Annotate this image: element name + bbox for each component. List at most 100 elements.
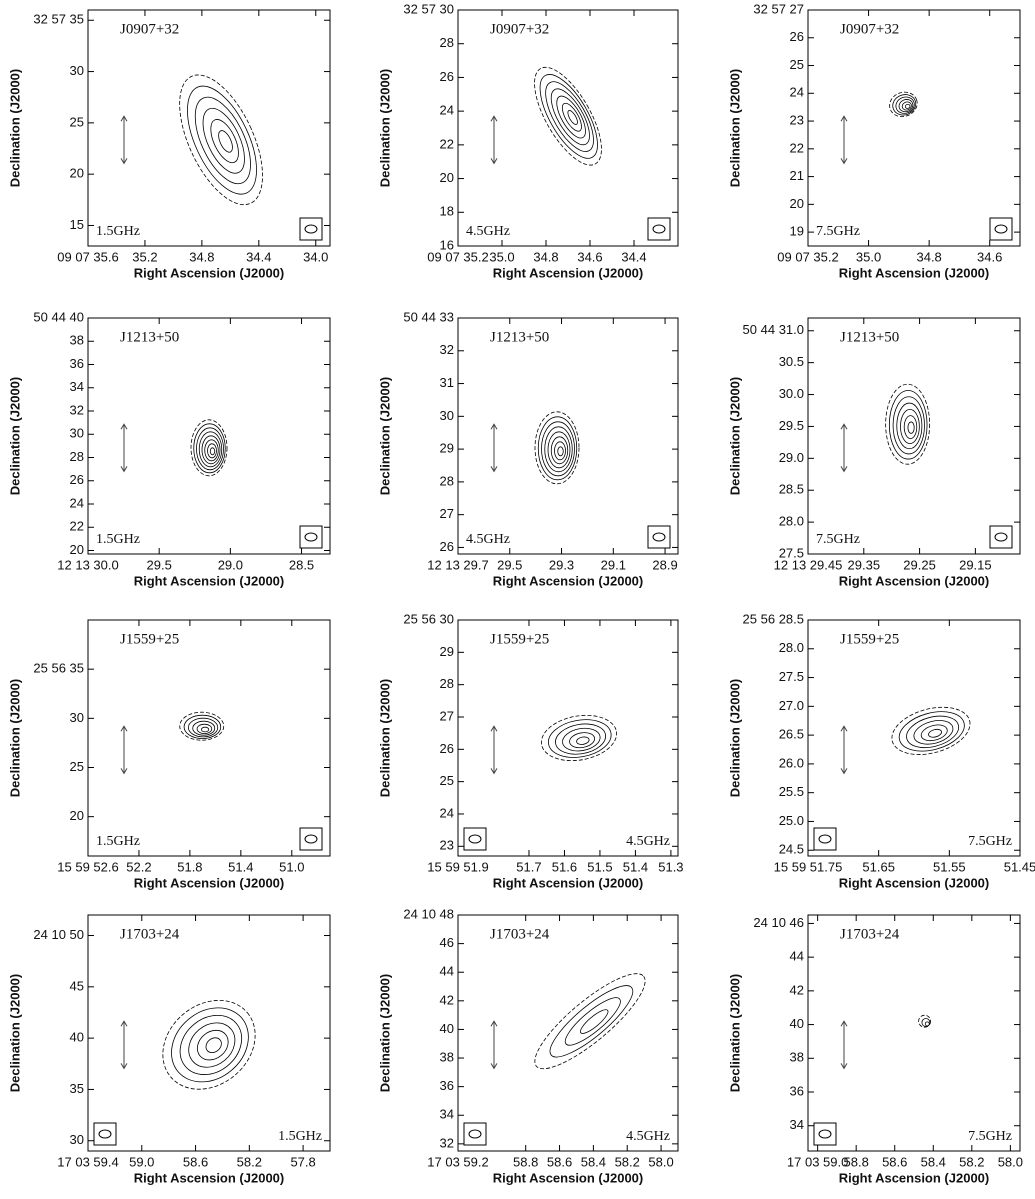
x-tick-label: 58.6 — [183, 1154, 208, 1169]
x-tick-label: 34.4 — [246, 249, 271, 264]
x-tick-label: 28.5 — [289, 557, 314, 572]
y-tick-label: 28.0 — [779, 640, 804, 655]
contour — [567, 110, 578, 125]
contour — [534, 411, 580, 485]
y-tick-label: 22 — [70, 519, 84, 534]
y-tick-label: 26 — [440, 741, 454, 756]
beam-box — [299, 217, 323, 241]
panel: 17 03 59.4 59.0 58.6 58.2 57.8 30 35 40 45 24 10 … — [7, 914, 331, 1185]
y-tick-label: 24 — [440, 805, 454, 820]
y-tick-label: 32 — [440, 1135, 454, 1150]
x-tick-label: 09 07 35.6 — [57, 249, 118, 264]
beam — [994, 532, 1008, 542]
beam — [304, 532, 318, 542]
y-tick-label: 20 — [70, 808, 84, 823]
y-tick-label: 27 — [440, 708, 454, 723]
contour — [901, 101, 912, 111]
contour — [190, 419, 228, 477]
plot-frame — [457, 914, 679, 1152]
x-tick-label: 52.2 — [126, 859, 151, 874]
beam-box — [463, 1122, 487, 1146]
beam — [304, 224, 318, 234]
x-tick-label: 34.4 — [621, 249, 646, 264]
y-tick-label: 38 — [440, 1049, 454, 1064]
frequency-label: 7.5GHz — [968, 834, 1012, 849]
source-name: J1703+24 — [120, 926, 180, 942]
x-axis-title: Right Ascension (J2000) — [493, 265, 644, 280]
x-tick-label: 58.6 — [882, 1154, 907, 1169]
y-tick-label: 21 — [790, 168, 804, 183]
y-tick-label: 24 — [70, 495, 84, 510]
arrow-head — [120, 725, 128, 775]
y-axis-title: Declination (J2000) — [727, 69, 742, 188]
y-tick-label: 18 — [440, 204, 454, 219]
contour — [562, 727, 601, 752]
y-axis-title: Declination (J2000) — [377, 974, 392, 1093]
x-tick-label: 34.8 — [189, 249, 214, 264]
y-tick-label: 35 — [70, 1081, 84, 1096]
y-tick-label: 28 — [440, 676, 454, 691]
x-tick-label: 28.9 — [652, 557, 677, 572]
y-tick-label: 24 10 50 — [33, 927, 84, 942]
y-tick-label: 27.5 — [779, 545, 804, 560]
y-tick-label: 32 — [70, 402, 84, 417]
y-tick-label: 20 — [790, 196, 804, 211]
contour — [179, 74, 263, 206]
x-tick-label: 58.6 — [547, 1154, 572, 1169]
y-axis-title: Declination (J2000) — [7, 974, 22, 1093]
contour — [196, 723, 213, 734]
x-tick-label: 57.8 — [290, 1154, 315, 1169]
x-axis-title: Right Ascension (J2000) — [839, 1170, 990, 1185]
beam — [468, 1129, 482, 1139]
plot-frame — [457, 317, 679, 555]
contour — [906, 715, 960, 749]
x-tick-label: 35.0 — [856, 249, 881, 264]
x-tick-label: 59.0 — [129, 1154, 154, 1169]
contour — [896, 402, 923, 450]
y-tick-label: 23 — [440, 838, 454, 853]
arrow-head — [490, 1020, 498, 1070]
arrow-head — [490, 725, 498, 775]
y-tick-label: 38 — [70, 333, 84, 348]
y-tick-label: 32 57 27 — [753, 1, 804, 16]
y-tick-label: 25.5 — [779, 784, 804, 799]
x-tick-label: 15 59 51.9 — [427, 859, 488, 874]
y-tick-label: 20 — [70, 542, 84, 557]
y-tick-label: 50 44 33 — [403, 309, 454, 324]
source-name: J1559+25 — [120, 631, 179, 647]
contour — [188, 717, 219, 738]
x-axis-title: Right Ascension (J2000) — [839, 875, 990, 890]
contour — [196, 1029, 229, 1061]
plot-frame — [87, 914, 331, 1152]
y-tick-label: 26.0 — [779, 755, 804, 770]
y-tick-label: 19 — [790, 224, 804, 239]
x-axis-title: Right Ascension (J2000) — [493, 573, 644, 588]
contour — [194, 96, 251, 185]
contour — [179, 711, 225, 741]
x-tick-label: 12 13 30.0 — [57, 557, 118, 572]
y-tick-label: 26 — [440, 69, 454, 84]
x-axis-title: Right Ascension (J2000) — [134, 265, 285, 280]
y-tick-label: 42 — [440, 992, 454, 1007]
panel: 17 03 59.058.8 58.6 58.4 58.2 58.0 34 36 38 40 42… — [727, 914, 1023, 1185]
beam — [468, 834, 482, 844]
x-tick-label: 34.6 — [577, 249, 602, 264]
y-tick-label: 40 — [70, 1030, 84, 1045]
plot-frame — [807, 619, 1021, 857]
contour — [547, 431, 571, 469]
contour — [576, 736, 590, 745]
contour — [564, 997, 621, 1046]
contour — [179, 1014, 243, 1075]
y-tick-label: 28.0 — [779, 514, 804, 529]
y-tick-label: 24 — [790, 85, 804, 100]
x-tick-label: 34.6 — [977, 249, 1002, 264]
contour — [550, 88, 590, 146]
plot-frame — [807, 317, 1021, 555]
panel: 12 13 29.45 29.35 29.25 29.15 27.5 28.0 28.5 29… — [727, 317, 1021, 588]
x-tick-label: 51.3 — [658, 859, 683, 874]
contour — [898, 711, 965, 752]
x-tick-label: 51.5 — [587, 859, 612, 874]
x-tick-label: 17 03 59.4 — [57, 1154, 118, 1169]
contour — [556, 95, 586, 139]
y-tick-label: 30 — [440, 408, 454, 423]
